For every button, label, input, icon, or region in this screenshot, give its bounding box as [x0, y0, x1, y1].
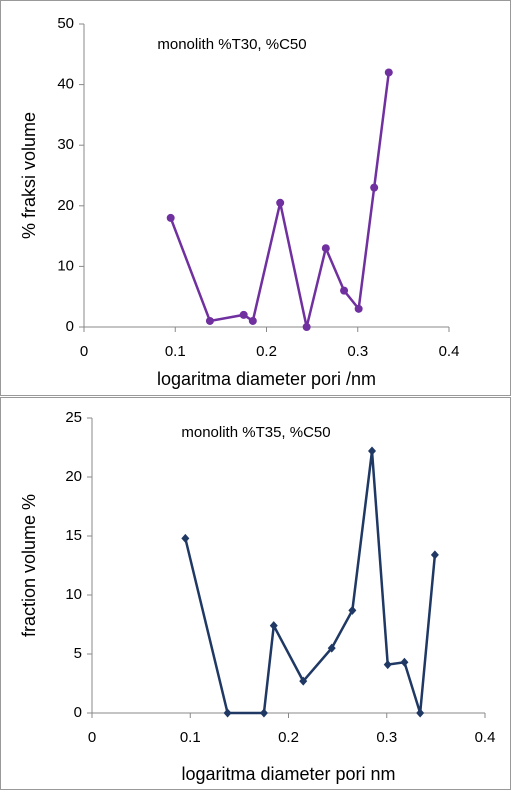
- point: [166, 213, 175, 222]
- point: [416, 708, 425, 718]
- point: [384, 68, 393, 77]
- point: [400, 657, 409, 667]
- y-tick-label: 10: [57, 257, 74, 274]
- point: [269, 621, 278, 631]
- point: [370, 183, 379, 192]
- y-tick-label: 25: [65, 409, 82, 426]
- panel-border: [0, 397, 511, 790]
- x-tick-label: 0.2: [278, 729, 299, 746]
- x-axis-title: logaritma diameter pori /nm: [157, 369, 376, 389]
- x-tick-label: 0.4: [475, 729, 496, 746]
- chart-title: monolith %T35, %C50: [181, 424, 330, 441]
- point: [302, 323, 311, 331]
- x-tick-label: 0.3: [347, 343, 368, 360]
- point: [340, 286, 349, 295]
- y-tick-label: 50: [57, 15, 74, 32]
- x-tick-label: 0.1: [165, 343, 186, 360]
- chart-title: monolith %T30, %C50: [157, 36, 306, 53]
- x-axis-title: logaritma diameter pori nm: [181, 764, 395, 784]
- point: [223, 708, 232, 718]
- y-tick-label: 20: [65, 468, 82, 485]
- y-tick-label: 30: [57, 136, 74, 153]
- x-tick-label: 0.3: [376, 729, 397, 746]
- x-tick-label: 0.1: [180, 729, 201, 746]
- x-tick-label: 0.2: [256, 343, 277, 360]
- y-tick-label: 0: [66, 318, 74, 335]
- point: [299, 676, 308, 686]
- point: [327, 643, 336, 653]
- y-axis-title: % fraksi volume: [19, 112, 39, 239]
- y-tick-label: 15: [65, 527, 82, 544]
- point: [181, 533, 190, 543]
- point: [321, 244, 330, 253]
- point: [259, 708, 268, 718]
- y-tick-label: 20: [57, 197, 74, 214]
- point: [248, 316, 257, 325]
- y-tick-label: 10: [65, 586, 82, 603]
- point: [205, 316, 214, 325]
- point: [430, 550, 439, 560]
- panel-border: [0, 0, 511, 396]
- x-tick-label: 0: [80, 343, 88, 360]
- point: [239, 310, 248, 319]
- y-tick-label: 0: [74, 704, 82, 721]
- series-line: [184, 450, 437, 715]
- point: [348, 605, 357, 615]
- point: [368, 446, 377, 456]
- y-axis-title: fraction volume %: [19, 494, 39, 637]
- x-tick-label: 0.4: [439, 343, 460, 360]
- y-tick-label: 40: [57, 76, 74, 93]
- point: [276, 198, 285, 207]
- x-tick-label: 0: [88, 729, 96, 746]
- y-tick-label: 5: [74, 645, 82, 662]
- point: [354, 304, 363, 313]
- point: [383, 660, 392, 670]
